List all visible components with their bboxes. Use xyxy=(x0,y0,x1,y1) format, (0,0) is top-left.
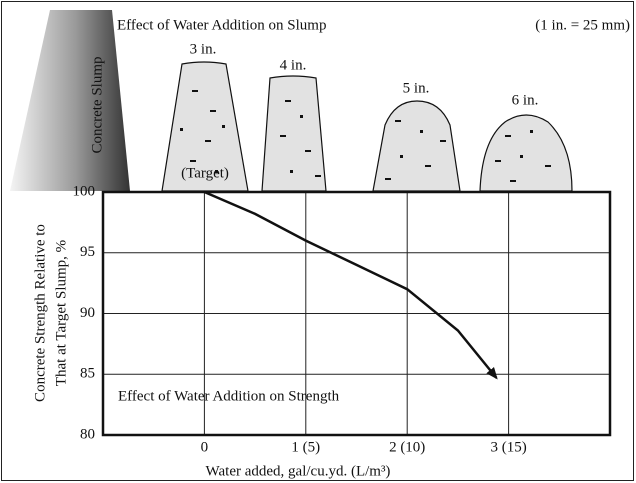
slump-label: 6 in. xyxy=(512,92,539,108)
target-label: (Target) xyxy=(181,165,229,181)
y-axis-label: Concrete Strength Relative to xyxy=(32,224,48,402)
unit-note: (1 in. = 25 mm) xyxy=(535,17,630,33)
slump-label: 3 in. xyxy=(190,41,217,57)
cone-label: Concrete Slump xyxy=(89,56,105,153)
x-tick-label: 2 (10) xyxy=(389,439,425,455)
chart-title: Effect of Water Addition on Strength xyxy=(118,388,340,404)
x-tick-label: 3 (15) xyxy=(490,439,526,455)
slump-label: 4 in. xyxy=(280,57,307,73)
x-tick-label: 0 xyxy=(201,439,209,455)
figure: Concrete Slump Effect of Water Addition … xyxy=(0,0,636,483)
y-tick-label: 80 xyxy=(80,426,95,442)
x-tick-label: 1 (5) xyxy=(291,439,320,455)
y-tick-label: 85 xyxy=(80,366,95,382)
panel-title: Effect of Water Addition on Slump xyxy=(117,17,326,33)
y-tick-label: 90 xyxy=(80,305,95,321)
slump-label: 5 in. xyxy=(403,80,430,96)
x-axis-label: Water added, gal/cu.yd. (L/m³) xyxy=(206,463,391,479)
y-tick-label: 100 xyxy=(73,183,96,199)
slump-cone xyxy=(10,10,130,191)
y-axis-label: That at Target Slump, % xyxy=(53,240,69,386)
y-tick-label: 95 xyxy=(80,244,95,260)
